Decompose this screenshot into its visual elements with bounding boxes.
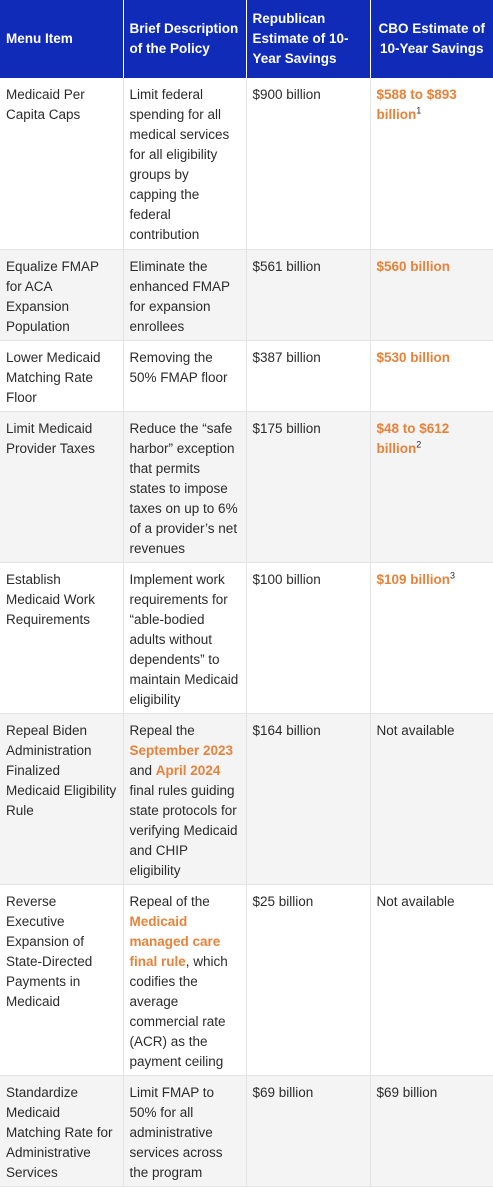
description-text: final rules guiding state protocols for … [129, 782, 238, 878]
cell-cbo-estimate: $69 billion [370, 1075, 493, 1187]
cell-menu-item: Equalize FMAP for ACA Expansion Populati… [0, 249, 124, 341]
table-header: Menu Item Brief Description of the Polic… [0, 0, 493, 78]
table-row: Reverse Executive Expansion of State-Dir… [0, 884, 493, 1076]
cell-menu-item: Repeal Biden Administration Finalized Me… [0, 713, 124, 885]
cbo-value: $109 billion [376, 571, 451, 587]
cell-cbo-estimate: $588 to $893 billion1 [370, 78, 493, 250]
cell-cbo-estimate: Not available [370, 713, 493, 885]
cell-republican-estimate: $25 billion [246, 884, 371, 1076]
table-row: Repeal Biden Administration Finalized Me… [0, 713, 493, 885]
footnote-marker[interactable]: 1 [416, 105, 422, 116]
cell-cbo-estimate: Not available [370, 884, 493, 1076]
header-republican-estimate: Republican Estimate of 10-Year Savings [246, 0, 371, 78]
cell-cbo-estimate: $109 billion3 [370, 562, 493, 714]
header-description: Brief Description of the Policy [123, 0, 247, 78]
table-row: Limit Medicaid Provider Taxes Reduce the… [0, 411, 493, 563]
april-2024-rule-link[interactable]: April 2024 [155, 762, 221, 778]
cell-description: Limit federal spending for all medical s… [123, 78, 247, 250]
cell-description: Repeal the September 2023 and April 2024… [123, 713, 247, 885]
cell-cbo-estimate: $530 billion [370, 340, 493, 412]
cell-republican-estimate: $175 billion [246, 411, 371, 563]
cell-menu-item: Lower Medicaid Matching Rate Floor [0, 340, 124, 412]
description-text: , which codifies the average commercial … [129, 953, 228, 1069]
description-text: Repeal of the [129, 893, 210, 909]
description-text: Repeal the [129, 722, 195, 738]
cell-description: Eliminate the enhanced FMAP for expansio… [123, 249, 247, 341]
cell-cbo-estimate: $48 to $612 billion2 [370, 411, 493, 563]
cell-republican-estimate: $69 billion [246, 1075, 371, 1187]
footnote-marker[interactable]: 2 [416, 439, 422, 449]
table-row: Lower Medicaid Matching Rate Floor Remov… [0, 340, 493, 412]
cbo-value: $48 to $612 billion [376, 420, 450, 456]
description-text: and [129, 762, 153, 778]
managed-care-final-rule-link[interactable]: Medicaid managed care final rule [129, 913, 221, 969]
cell-cbo-estimate: $560 billion [370, 249, 493, 341]
header-cbo-estimate: CBO Estimate of 10-Year Savings [370, 0, 493, 78]
cell-republican-estimate: $387 billion [246, 340, 371, 412]
table-row: Equalize FMAP for ACA Expansion Populati… [0, 249, 493, 341]
cell-republican-estimate: $900 billion [246, 78, 371, 250]
cbo-value: $588 to $893 billion [376, 87, 457, 122]
cell-menu-item: Reverse Executive Expansion of State-Dir… [0, 884, 124, 1076]
header-menu-item: Menu Item [0, 0, 124, 78]
cbo-value: $560 billion [376, 258, 451, 274]
cell-description: Removing the 50% FMAP floor [123, 340, 247, 412]
september-2023-rule-link[interactable]: September 2023 [129, 742, 234, 758]
cell-description: Reduce the “safe harbor” exception that … [123, 411, 247, 563]
footnote-marker[interactable]: 3 [450, 570, 456, 580]
table-row: Establish Medicaid Work Requirements Imp… [0, 562, 493, 714]
cell-menu-item: Establish Medicaid Work Requirements [0, 562, 124, 714]
cell-republican-estimate: $100 billion [246, 562, 371, 714]
cell-description: Implement work requirements for “able-bo… [123, 562, 247, 714]
cell-description: Limit FMAP to 50% for all administrative… [123, 1075, 247, 1187]
cell-republican-estimate: $164 billion [246, 713, 371, 885]
cell-menu-item: Medicaid Per Capita Caps [0, 78, 124, 250]
cell-menu-item: Limit Medicaid Provider Taxes [0, 411, 124, 563]
table-row: Medicaid Per Capita Caps Limit federal s… [0, 78, 493, 250]
cbo-value: $530 billion [376, 349, 451, 365]
cell-description: Repeal of the Medicaid managed care fina… [123, 884, 247, 1076]
table-row: Standardize Medicaid Matching Rate for A… [0, 1075, 493, 1187]
cell-republican-estimate: $561 billion [246, 249, 371, 341]
cell-menu-item: Standardize Medicaid Matching Rate for A… [0, 1075, 124, 1187]
